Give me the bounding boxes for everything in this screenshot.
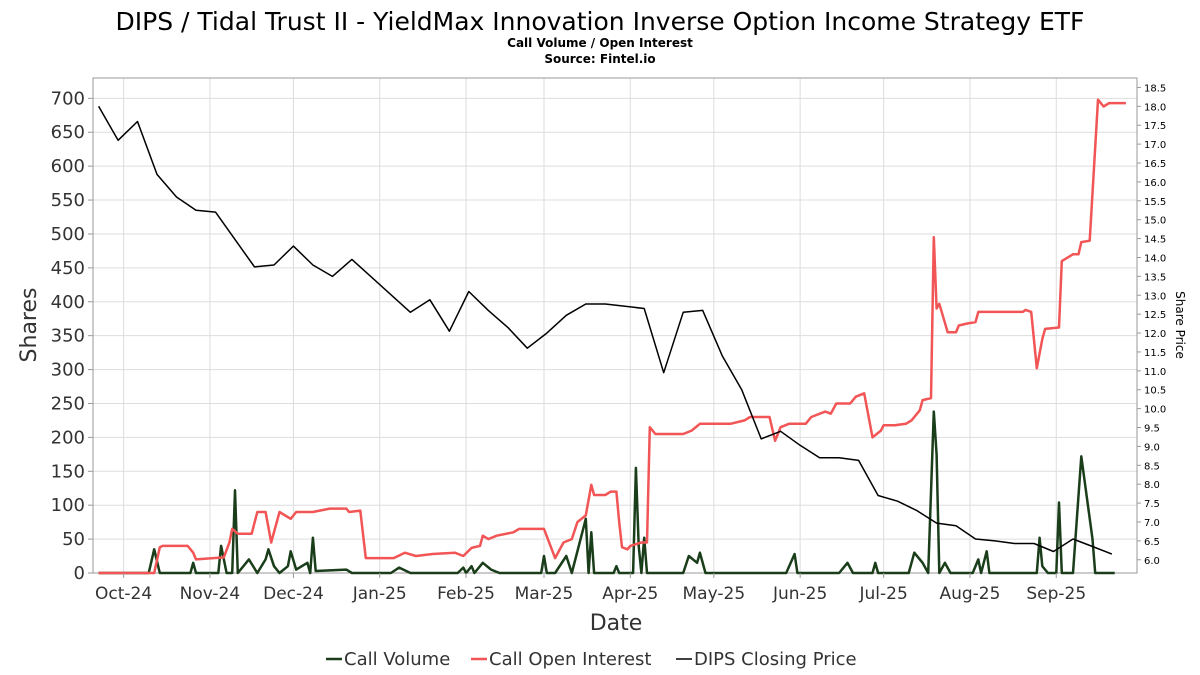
series-closing-price	[97, 105, 1113, 555]
legend-label-call-open-interest: Call Open Interest	[489, 649, 651, 670]
x-tick-label: Jan-25	[352, 584, 407, 604]
y2-tick-label: 15.0	[1144, 216, 1166, 227]
chart-subtitle-line-1: Call Volume / Open Interest	[507, 36, 693, 50]
y-tick-label: 450	[51, 258, 85, 279]
x-tick-label: Jun-25	[772, 584, 827, 604]
y-tick-label: 500	[51, 224, 85, 245]
y2-tick-label: 11.0	[1144, 367, 1166, 378]
y2-axis-label: Share Price	[1173, 291, 1187, 359]
y2-tick-label: 9.0	[1144, 442, 1160, 453]
y2-tick-label: 9.5	[1144, 424, 1160, 435]
legend-label-closing-price: DIPS Closing Price	[694, 649, 857, 670]
y-axis-label: Shares	[17, 288, 42, 363]
x-axis-ticks: Oct-24 Nov-24 Dec-24 Jan-25 Feb-25 Mar-25 Apr-…	[95, 573, 1086, 604]
y2-tick-label: 10.5	[1144, 386, 1166, 397]
y2-tick-label: 7.0	[1144, 518, 1160, 529]
x-tick-label: Jul-25	[859, 584, 908, 604]
y2-tick-label: 6.0	[1144, 556, 1160, 567]
y2-tick-label: 18.0	[1144, 102, 1166, 113]
y2-tick-label: 11.5	[1144, 348, 1166, 359]
y-tick-label: 550	[51, 190, 85, 211]
x-axis-label: Date	[590, 611, 643, 636]
y-tick-label: 300	[51, 360, 85, 381]
y-tick-label: 600	[51, 156, 85, 177]
y2-tick-label: 15.5	[1144, 197, 1166, 208]
series-call-open-interest	[98, 98, 1126, 575]
y2-tick-label: 12.0	[1144, 329, 1166, 340]
y-tick-label: 350	[51, 326, 85, 347]
y2-tick-label: 6.5	[1144, 537, 1160, 548]
y-tick-label: 200	[51, 427, 85, 448]
series-layer	[97, 98, 1126, 575]
x-tick-label: Nov-24	[180, 584, 241, 604]
y2-tick-label: 13.5	[1144, 272, 1166, 283]
chart-title: DIPS / Tidal Trust II - YieldMax Innovat…	[116, 7, 1085, 36]
legend: Call Volume Call Open Interest DIPS Clos…	[326, 649, 857, 670]
y-tick-label: 0	[74, 563, 85, 584]
y2-tick-label: 12.5	[1144, 310, 1166, 321]
series-call-volume	[98, 410, 1115, 575]
x-tick-label: Sep-25	[1026, 584, 1086, 604]
y2-tick-label: 17.0	[1144, 140, 1166, 151]
plot-frame	[92, 77, 1138, 574]
y2-tick-label: 10.0	[1144, 405, 1166, 416]
y2-tick-label: 16.0	[1144, 178, 1166, 189]
y-tick-label: 250	[51, 393, 85, 414]
y-tick-label: 50	[62, 529, 85, 550]
x-tick-label: Dec-24	[263, 584, 324, 604]
right-axis-ticks: 6.0 6.5 7.0 7.5 8.0 8.5 9.0 9.5 10.0 10.5 11.0 11.5…	[1137, 83, 1166, 567]
y-tick-label: 400	[51, 292, 85, 313]
chart-subtitle-line-2: Source: Fintel.io	[544, 52, 655, 66]
y-tick-label: 150	[51, 461, 85, 482]
x-tick-label: Aug-25	[939, 584, 1000, 604]
x-tick-label: Oct-24	[95, 584, 152, 604]
legend-label-call-volume: Call Volume	[344, 649, 450, 670]
y2-tick-label: 13.0	[1144, 291, 1166, 302]
y-tick-label: 700	[51, 88, 85, 109]
y2-tick-label: 7.5	[1144, 499, 1160, 510]
y2-tick-label: 14.5	[1144, 235, 1166, 246]
x-tick-label: Apr-25	[602, 584, 658, 604]
left-axis-ticks: 0 50 100 150 200 250 300 350 400 450 500 550 600 650 7…	[51, 88, 93, 584]
y-tick-label: 100	[51, 495, 85, 516]
x-tick-label: Mar-25	[515, 584, 574, 604]
y2-tick-label: 8.0	[1144, 480, 1160, 491]
grid	[93, 78, 1137, 574]
y2-tick-label: 18.5	[1144, 83, 1166, 94]
x-tick-label: May-25	[683, 584, 746, 604]
y2-tick-label: 14.0	[1144, 253, 1166, 264]
y2-tick-label: 8.5	[1144, 461, 1160, 472]
y2-tick-label: 16.5	[1144, 159, 1166, 170]
y2-tick-label: 17.5	[1144, 121, 1166, 132]
y-tick-label: 650	[51, 122, 85, 143]
x-tick-label: Feb-25	[437, 584, 495, 604]
